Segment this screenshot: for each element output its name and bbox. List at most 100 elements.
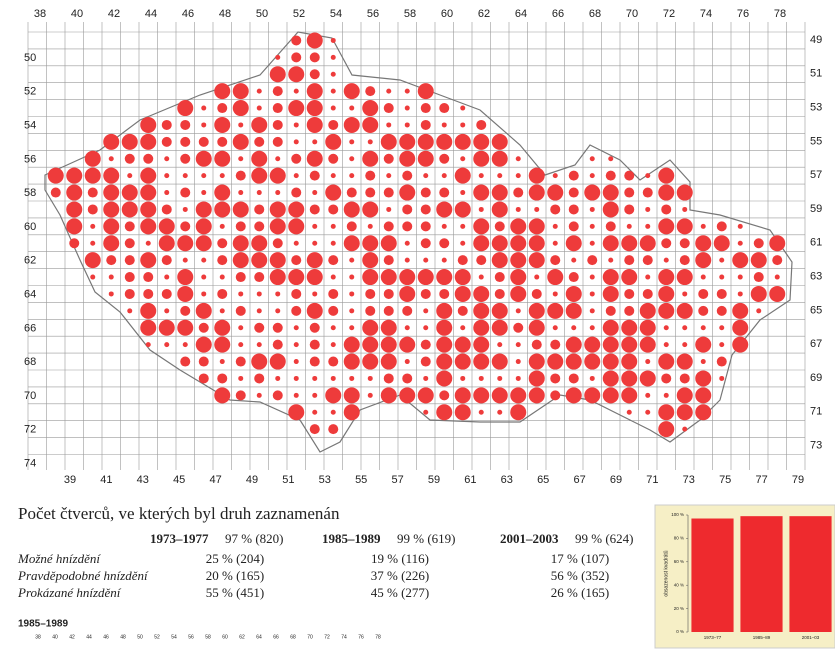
dot — [232, 133, 249, 150]
dot — [161, 255, 172, 266]
dot — [325, 184, 342, 201]
period-years: 1973–1977 — [150, 531, 209, 546]
left-label: 72 — [24, 424, 36, 436]
dot — [547, 353, 564, 370]
dot — [626, 409, 632, 415]
mini-label: 78 — [375, 634, 381, 640]
dot — [645, 274, 651, 280]
dot — [436, 269, 453, 286]
dot — [510, 285, 527, 302]
dot — [177, 319, 194, 336]
dot — [291, 288, 302, 299]
dot — [531, 339, 542, 350]
left-label: 52 — [24, 86, 36, 98]
dot — [658, 421, 675, 438]
dot — [328, 356, 339, 367]
dot — [293, 240, 299, 246]
dot — [269, 167, 286, 184]
right-label: 59 — [810, 203, 822, 215]
dot — [198, 322, 209, 333]
dot — [436, 133, 453, 150]
dot — [272, 136, 283, 147]
dot — [756, 308, 762, 314]
dot — [306, 32, 323, 49]
bar — [691, 518, 734, 632]
dot — [626, 223, 632, 229]
dot — [177, 269, 194, 286]
dot — [380, 319, 397, 336]
dot — [103, 218, 120, 235]
dot — [325, 387, 342, 404]
dot — [547, 184, 564, 201]
dot — [645, 223, 651, 229]
mini-label: 56 — [188, 634, 194, 640]
dot — [550, 390, 561, 401]
dot — [124, 272, 135, 283]
dot — [164, 274, 170, 280]
dot — [238, 122, 244, 128]
dot — [330, 274, 336, 280]
dot — [84, 252, 101, 269]
dot — [737, 240, 743, 246]
top-label: 68 — [589, 8, 601, 20]
y-tick-label: 40 % — [674, 582, 684, 587]
dot — [436, 404, 453, 421]
top-label: 44 — [145, 8, 157, 20]
dot — [256, 291, 262, 297]
dot — [198, 373, 209, 384]
dot — [399, 387, 416, 404]
dot — [367, 223, 373, 229]
dot — [269, 218, 286, 235]
dot — [658, 353, 675, 370]
dot — [256, 105, 262, 111]
dot — [491, 353, 508, 370]
dot — [214, 201, 231, 218]
dot — [346, 221, 357, 232]
bottom-label: 63 — [501, 474, 513, 486]
dot — [719, 257, 725, 263]
dot — [195, 218, 212, 235]
dot — [177, 235, 194, 252]
dot — [642, 288, 653, 299]
right-label: 49 — [810, 34, 822, 46]
dot — [404, 240, 410, 246]
dot — [510, 269, 527, 286]
dot — [550, 373, 561, 384]
right-label: 51 — [810, 68, 822, 80]
dot — [473, 302, 490, 319]
dot — [238, 190, 244, 196]
dot — [214, 319, 231, 336]
dot — [491, 184, 508, 201]
dot — [460, 105, 466, 111]
dot — [700, 274, 706, 280]
dot — [420, 288, 431, 299]
dot — [330, 223, 336, 229]
dot — [602, 201, 619, 218]
dot — [309, 69, 320, 80]
dot — [140, 252, 157, 269]
dot — [180, 305, 191, 316]
dot — [602, 336, 619, 353]
dot — [312, 223, 318, 229]
dot — [473, 150, 490, 167]
mini-label: 74 — [341, 634, 347, 640]
dot — [399, 336, 416, 353]
dot — [737, 274, 743, 280]
dot — [732, 319, 749, 336]
dot — [473, 336, 490, 353]
left-label: 50 — [24, 52, 36, 64]
dot — [330, 342, 336, 348]
dot — [494, 288, 505, 299]
dot — [621, 319, 638, 336]
dot — [254, 221, 265, 232]
dot — [288, 218, 305, 235]
dot — [140, 133, 157, 150]
dot — [399, 269, 416, 286]
dot — [383, 305, 394, 316]
dot — [367, 139, 373, 145]
dot — [608, 156, 614, 162]
dot — [343, 235, 360, 252]
top-label: 62 — [478, 8, 490, 20]
dot — [383, 187, 394, 198]
